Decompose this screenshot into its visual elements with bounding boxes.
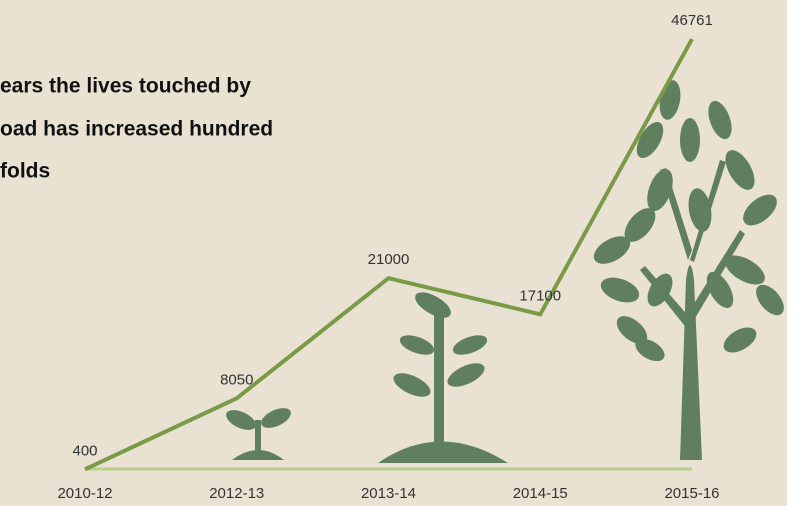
data-line [84, 38, 694, 472]
value-label: 8050 [220, 371, 253, 388]
x-tick-label: 2010-12 [57, 485, 112, 502]
chart-title-line: folds [0, 160, 50, 183]
x-tick-label: 2015-16 [664, 485, 719, 502]
x-tick-label: 2014-15 [513, 485, 568, 502]
x-tick-label: 2013-14 [361, 485, 416, 502]
chart-title-line: oad has increased hundred [0, 118, 273, 141]
value-label: 400 [72, 442, 97, 459]
value-label: 46761 [671, 12, 713, 29]
value-label: 21000 [368, 251, 410, 268]
value-label: 17100 [519, 287, 561, 304]
plant-icons [226, 80, 784, 463]
chart-title-line: ears the lives touched by [0, 75, 251, 98]
x-tick-label: 2012-13 [209, 485, 264, 502]
